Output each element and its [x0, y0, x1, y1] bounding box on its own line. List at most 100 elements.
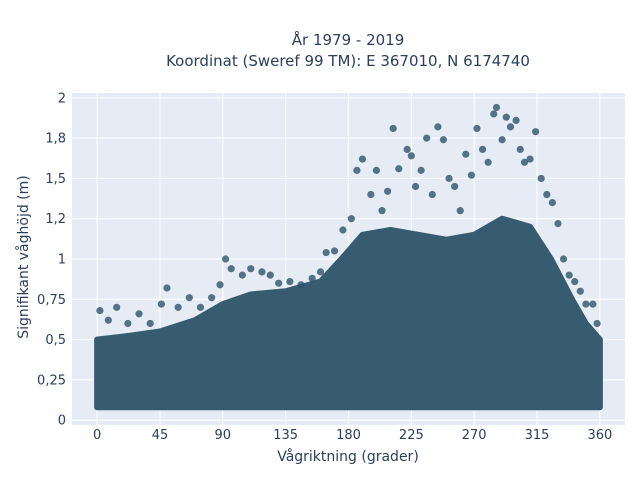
- y-tick-label: 2: [58, 91, 66, 106]
- data-point: [428, 190, 436, 199]
- data-point: [490, 110, 498, 118]
- data-point: [358, 155, 367, 163]
- data-point: [445, 174, 453, 183]
- data-point: [462, 150, 470, 158]
- data-point: [532, 128, 540, 136]
- y-axis-ticks: 0 0,25 0,5 0,75 1 1,2 1,5 1,8 2: [37, 91, 66, 428]
- y-tick-label: 1,8: [45, 132, 66, 147]
- data-point: [216, 281, 224, 289]
- data-point: [266, 271, 274, 279]
- chart-title-line-1: År 1979 - 2019: [292, 30, 405, 49]
- data-point: [473, 124, 481, 133]
- data-point: [247, 265, 255, 273]
- data-points: [96, 103, 601, 328]
- data-point: [516, 145, 524, 154]
- data-point: [227, 265, 235, 273]
- data-point: [185, 294, 193, 302]
- x-axis-ticks: 0 45 90 135 180 225 270 315 360: [93, 428, 612, 443]
- x-tick-label: 360: [587, 428, 612, 443]
- y-tick-label: 1,5: [45, 172, 66, 187]
- y-tick-label: 1: [58, 253, 66, 268]
- data-point: [104, 316, 112, 324]
- data-point: [163, 284, 171, 292]
- data-point: [411, 182, 420, 191]
- data-point: [275, 279, 283, 287]
- x-tick-label: 225: [399, 428, 424, 443]
- x-tick-label: 180: [336, 428, 361, 443]
- data-point: [456, 207, 464, 215]
- data-point: [196, 303, 205, 311]
- data-point: [367, 190, 375, 199]
- data-point: [316, 268, 325, 276]
- data-point: [208, 294, 216, 302]
- data-point: [543, 190, 551, 199]
- y-tick-label: 0,25: [37, 373, 66, 388]
- data-point: [451, 182, 459, 191]
- x-tick-label: 135: [273, 428, 298, 443]
- data-point: [554, 219, 562, 228]
- data-point: [403, 145, 411, 154]
- x-tick-label: 90: [215, 428, 232, 443]
- data-point: [395, 165, 403, 173]
- x-axis-label: Vågriktning (grader): [277, 448, 419, 465]
- data-point: [297, 281, 305, 289]
- x-tick-label: 315: [525, 428, 550, 443]
- data-point: [589, 300, 597, 308]
- data-point: [571, 277, 579, 286]
- data-point: [526, 155, 534, 163]
- data-point: [378, 207, 386, 215]
- y-tick-label: 1,2: [45, 212, 66, 227]
- data-point: [502, 113, 510, 121]
- data-point: [353, 166, 361, 174]
- data-point: [548, 198, 556, 207]
- data-point: [537, 174, 545, 183]
- data-point: [565, 271, 573, 279]
- y-tick-label: 0,75: [37, 293, 66, 308]
- data-point: [308, 274, 316, 282]
- data-point: [520, 158, 529, 166]
- data-point: [238, 271, 246, 279]
- data-point: [135, 310, 143, 318]
- data-point: [434, 123, 442, 131]
- data-point: [498, 136, 506, 144]
- y-tick-label: 0,5: [45, 333, 66, 348]
- x-tick-label: 45: [152, 428, 169, 443]
- data-point: [389, 124, 397, 133]
- data-point: [372, 166, 381, 174]
- data-point: [258, 268, 266, 276]
- data-point: [492, 103, 501, 112]
- data-point: [124, 319, 132, 328]
- dense-point-band: [94, 215, 603, 411]
- data-point: [512, 116, 520, 124]
- data-point: [347, 215, 355, 223]
- data-point: [174, 303, 182, 311]
- data-point: [96, 306, 104, 315]
- data-point: [576, 287, 584, 295]
- x-tick-label: 0: [93, 428, 101, 443]
- data-point: [222, 255, 230, 263]
- data-point: [478, 145, 487, 154]
- data-point: [467, 171, 475, 179]
- data-point: [582, 300, 590, 308]
- dense-scatter-region: [94, 215, 603, 411]
- data-point: [506, 123, 515, 131]
- data-point: [322, 248, 330, 257]
- data-point: [417, 166, 425, 174]
- data-point: [559, 255, 568, 263]
- data-point: [593, 319, 601, 328]
- data-point: [384, 187, 392, 195]
- data-point: [286, 277, 294, 286]
- data-point: [157, 300, 165, 308]
- y-tick-label: 0: [58, 414, 66, 429]
- data-point: [407, 152, 415, 160]
- chart-title-line-2: Koordinat (Sweref 99 TM): E 367010, N 61…: [166, 52, 530, 70]
- data-point: [330, 247, 339, 255]
- data-point: [339, 226, 347, 234]
- data-point: [146, 319, 154, 328]
- data-point: [423, 134, 431, 142]
- x-tick-label: 270: [462, 428, 487, 443]
- data-point: [484, 158, 492, 166]
- data-point: [113, 303, 121, 311]
- y-axis-label: Signifikant våghöjd (m): [15, 175, 32, 338]
